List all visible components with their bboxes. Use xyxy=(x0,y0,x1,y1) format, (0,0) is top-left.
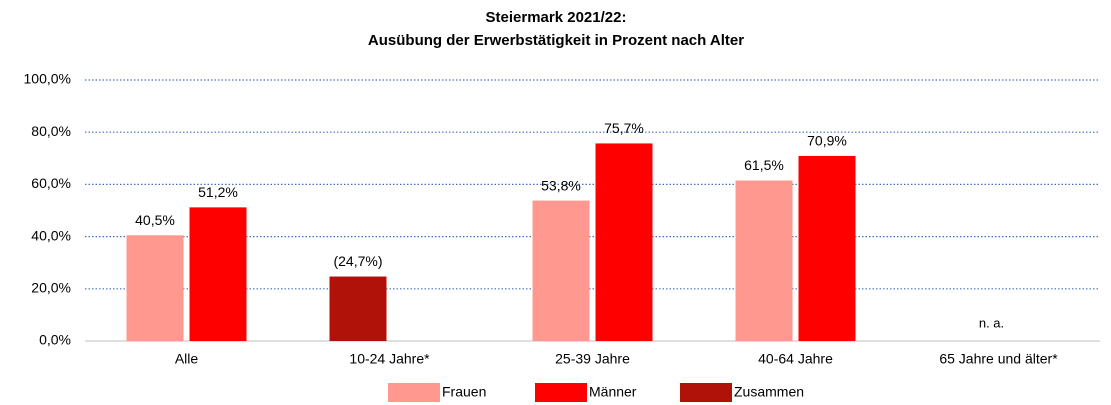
bar xyxy=(735,180,793,341)
chart-title: Ausübung der Erwerbstätigkeit in Prozent… xyxy=(368,32,744,49)
value-label: (24,7%) xyxy=(333,253,382,269)
bar xyxy=(329,276,387,341)
x-tick-label: 10-24 Jahre* xyxy=(349,351,430,367)
bar xyxy=(126,235,184,341)
x-tick-label: 65 Jahre und älter* xyxy=(939,351,1058,367)
y-tick-label: 0,0% xyxy=(39,332,71,348)
x-tick-label: 40-64 Jahre xyxy=(758,351,833,367)
bar xyxy=(532,200,590,341)
y-tick-label: 80,0% xyxy=(31,123,71,139)
y-tick-label: 60,0% xyxy=(31,175,71,191)
legend-label: Zusammen xyxy=(734,384,804,400)
y-tick-label: 20,0% xyxy=(31,280,71,296)
legend-swatch xyxy=(388,383,440,402)
legend-swatch xyxy=(535,383,587,402)
annotation: n. a. xyxy=(979,315,1004,330)
bar xyxy=(798,155,856,341)
x-tick-label: 25-39 Jahre xyxy=(555,351,630,367)
value-label: 61,5% xyxy=(744,157,784,173)
y-tick-label: 40,0% xyxy=(31,227,71,243)
legend-label: Frauen xyxy=(442,384,486,400)
chart-title: Steiermark 2021/22: xyxy=(486,9,627,26)
value-label: 70,9% xyxy=(807,133,847,149)
legend-label: Männer xyxy=(589,384,637,400)
bar xyxy=(595,143,653,341)
legend-swatch xyxy=(680,383,732,402)
value-label: 40,5% xyxy=(135,212,175,228)
value-label: 75,7% xyxy=(604,120,644,136)
bar xyxy=(189,207,247,341)
y-tick-label: 100,0% xyxy=(24,71,71,87)
value-label: 51,2% xyxy=(198,184,238,200)
value-label: 53,8% xyxy=(541,177,581,193)
x-tick-label: Alle xyxy=(175,351,199,367)
